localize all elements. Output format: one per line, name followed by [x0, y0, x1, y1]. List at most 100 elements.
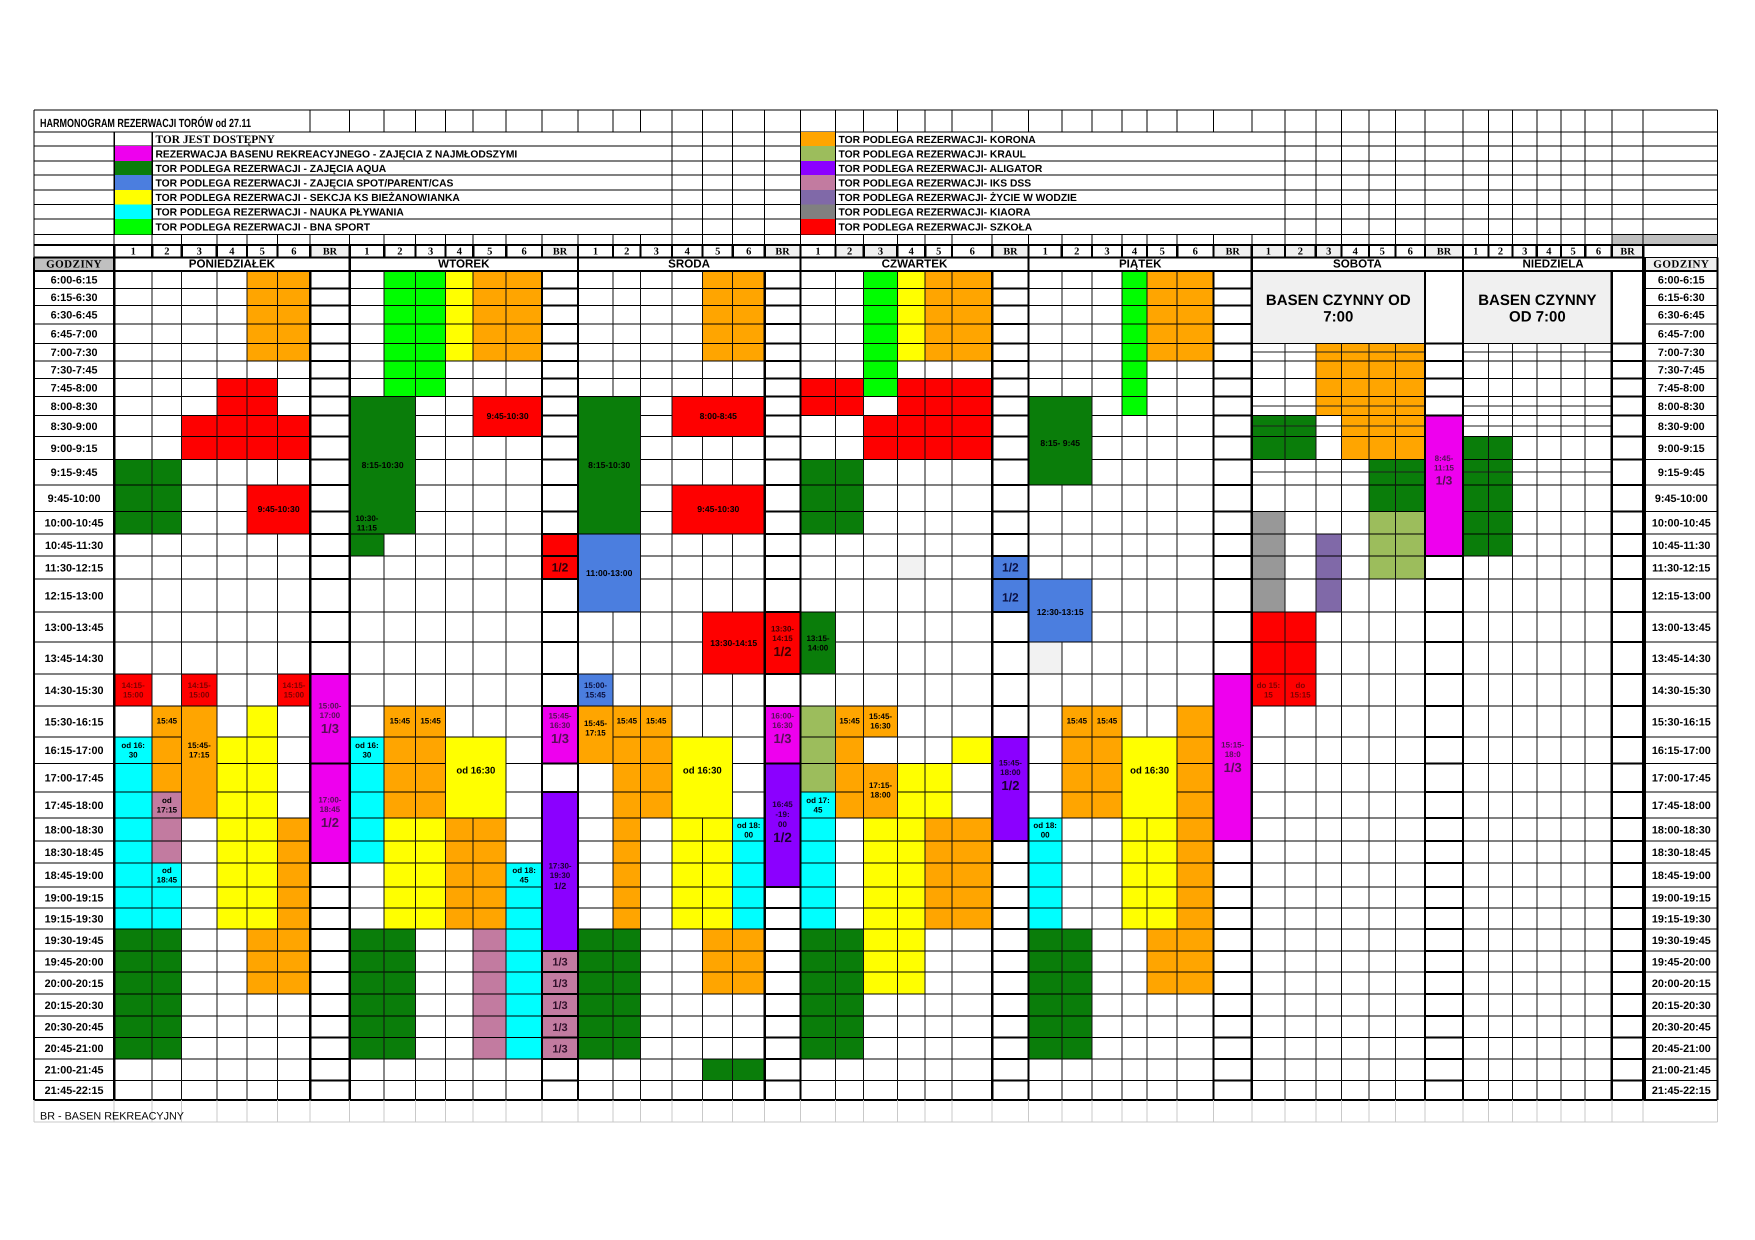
- svg-text:20:00-20:15: 20:00-20:15: [45, 978, 104, 990]
- svg-text:15: 15: [1264, 691, 1273, 700]
- svg-text:17:30-: 17:30-: [548, 861, 571, 870]
- svg-text:8:30-9:00: 8:30-9:00: [1658, 421, 1705, 433]
- svg-text:BR - BASEN REKREACYJNY: BR - BASEN REKREACYJNY: [40, 1111, 184, 1123]
- svg-text:8:15-10:30: 8:15-10:30: [362, 460, 404, 470]
- svg-text:1: 1: [815, 246, 820, 257]
- svg-text:5: 5: [715, 246, 720, 257]
- svg-text:17:00-: 17:00-: [318, 795, 341, 804]
- svg-text:7:00-7:30: 7:00-7:30: [1658, 347, 1705, 359]
- svg-text:GODZINY: GODZINY: [1653, 258, 1709, 270]
- svg-text:TOR PODLEGA REZERWACJI - SEKCJ: TOR PODLEGA REZERWACJI - SEKCJA KS BIEŻA…: [156, 192, 461, 204]
- svg-text:21:00-21:45: 21:00-21:45: [45, 1065, 104, 1077]
- svg-text:3: 3: [654, 246, 659, 257]
- svg-text:3: 3: [1326, 246, 1331, 257]
- svg-text:18:45: 18:45: [320, 805, 341, 814]
- svg-text:1/2: 1/2: [773, 830, 792, 845]
- svg-text:5: 5: [1380, 246, 1385, 257]
- svg-text:15:15-: 15:15-: [1221, 740, 1244, 749]
- svg-text:10:30-: 10:30-: [355, 514, 378, 523]
- svg-text:13:00-13:45: 13:00-13:45: [1652, 622, 1711, 634]
- svg-text:16:15-17:00: 16:15-17:00: [45, 745, 104, 757]
- svg-text:19:45-20:00: 19:45-20:00: [1652, 956, 1711, 968]
- svg-text:15:45-: 15:45-: [869, 712, 892, 721]
- svg-text:7:30-7:45: 7:30-7:45: [1658, 365, 1705, 377]
- svg-text:od 16:: od 16:: [355, 741, 379, 750]
- svg-text:19:15-19:30: 19:15-19:30: [45, 913, 104, 925]
- svg-text:3: 3: [878, 246, 883, 257]
- svg-text:2: 2: [624, 246, 629, 257]
- svg-text:30: 30: [129, 751, 138, 760]
- svg-text:15:00-: 15:00-: [584, 681, 607, 690]
- svg-text:1/2: 1/2: [321, 815, 339, 830]
- svg-text:2: 2: [1498, 246, 1503, 257]
- svg-text:14:30-15:30: 14:30-15:30: [45, 685, 104, 697]
- svg-text:17:15: 17:15: [585, 729, 606, 738]
- svg-text:4: 4: [457, 246, 463, 257]
- svg-text:6:30-6:45: 6:30-6:45: [51, 310, 98, 322]
- svg-text:8:00-8:45: 8:00-8:45: [700, 411, 737, 421]
- svg-text:13:00-13:45: 13:00-13:45: [45, 622, 104, 634]
- svg-text:00: 00: [778, 820, 787, 829]
- svg-text:20:15-20:30: 20:15-20:30: [1652, 1000, 1711, 1012]
- svg-text:14:00: 14:00: [808, 644, 829, 653]
- svg-text:1/3: 1/3: [552, 1000, 567, 1012]
- svg-text:7:00: 7:00: [1323, 309, 1353, 326]
- svg-text:14:15-: 14:15-: [282, 681, 305, 690]
- svg-text:7:45-8:00: 7:45-8:00: [1658, 382, 1705, 394]
- svg-text:1/2: 1/2: [552, 561, 569, 575]
- svg-text:19:30-19:45: 19:30-19:45: [1652, 935, 1711, 947]
- svg-text:18:00: 18:00: [1000, 768, 1021, 777]
- svg-text:1/2: 1/2: [1002, 561, 1019, 575]
- svg-text:TOR PODLEGA REZERWACJI- KRAUL: TOR PODLEGA REZERWACJI- KRAUL: [839, 149, 1026, 160]
- svg-text:6:45-7:00: 6:45-7:00: [1658, 329, 1705, 341]
- svg-text:1/2: 1/2: [773, 644, 791, 659]
- svg-text:17:15-: 17:15-: [869, 781, 892, 790]
- svg-text:7:00-7:30: 7:00-7:30: [51, 347, 98, 359]
- svg-text:21:45-22:15: 21:45-22:15: [1652, 1085, 1711, 1097]
- svg-text:15:15: 15:15: [1290, 691, 1311, 700]
- svg-text:od 18:: od 18:: [1033, 821, 1057, 830]
- svg-text:17:00-17:45: 17:00-17:45: [45, 773, 104, 785]
- svg-text:9:00-9:15: 9:00-9:15: [51, 443, 98, 455]
- svg-text:20:00-20:15: 20:00-20:15: [1652, 978, 1711, 990]
- svg-text:6:45-7:00: 6:45-7:00: [51, 329, 98, 341]
- svg-text:15:45: 15:45: [157, 717, 178, 726]
- svg-text:TOR PODLEGA REZERWACJI - BNA S: TOR PODLEGA REZERWACJI - BNA SPORT: [156, 223, 371, 234]
- svg-text:1/3: 1/3: [552, 1022, 567, 1034]
- svg-text:00: 00: [744, 831, 753, 840]
- svg-text:20:45-21:00: 20:45-21:00: [45, 1043, 104, 1055]
- svg-text:8:00-8:30: 8:00-8:30: [1658, 401, 1705, 413]
- svg-text:9:15-9:45: 9:15-9:45: [51, 467, 98, 479]
- svg-text:od 16:30: od 16:30: [456, 766, 495, 777]
- svg-text:17:45-18:00: 17:45-18:00: [45, 800, 104, 812]
- svg-text:6: 6: [970, 246, 975, 257]
- svg-text:2: 2: [164, 246, 169, 257]
- svg-text:15:45: 15:45: [617, 717, 638, 726]
- svg-text:4: 4: [685, 246, 691, 257]
- svg-text:10:45-11:30: 10:45-11:30: [1652, 540, 1710, 552]
- svg-text:18:00: 18:00: [870, 791, 891, 800]
- svg-text:19:30-19:45: 19:30-19:45: [45, 935, 104, 947]
- svg-text:5: 5: [260, 246, 265, 257]
- svg-text:15:45-: 15:45-: [548, 711, 571, 720]
- svg-text:21:45-22:15: 21:45-22:15: [45, 1085, 104, 1097]
- svg-text:WTOREK: WTOREK: [438, 258, 490, 271]
- svg-text:1/3: 1/3: [552, 978, 567, 990]
- svg-text:od 16:: od 16:: [121, 741, 145, 750]
- svg-text:TOR PODLEGA REZERWACJI- SZKOŁA: TOR PODLEGA REZERWACJI- SZKOŁA: [839, 223, 1033, 234]
- svg-text:5: 5: [1160, 246, 1165, 257]
- svg-text:TOR PODLEGA REZERWACJI - ZAJĘC: TOR PODLEGA REZERWACJI - ZAJĘCIA SPOT/PA…: [156, 178, 454, 189]
- svg-text:HARMONOGRAM REZERWACJI TORÓW o: HARMONOGRAM REZERWACJI TORÓW od 27.11: [40, 116, 251, 130]
- svg-text:7:30-7:45: 7:30-7:45: [51, 365, 98, 377]
- svg-text:1/2: 1/2: [554, 881, 567, 891]
- svg-text:18:00-18:30: 18:00-18:30: [45, 824, 104, 836]
- svg-text:BR: BR: [1003, 246, 1018, 257]
- svg-text:11:15: 11:15: [357, 524, 378, 533]
- svg-text:18:45-19:00: 18:45-19:00: [45, 870, 104, 882]
- svg-text:14:30-15:30: 14:30-15:30: [1652, 685, 1711, 697]
- svg-text:NIEDZIELA: NIEDZIELA: [1522, 258, 1584, 271]
- svg-text:OD 7:00: OD 7:00: [1509, 309, 1566, 326]
- svg-text:30: 30: [362, 751, 371, 760]
- svg-text:2: 2: [1298, 246, 1303, 257]
- svg-text:od 16:30: od 16:30: [1130, 766, 1169, 777]
